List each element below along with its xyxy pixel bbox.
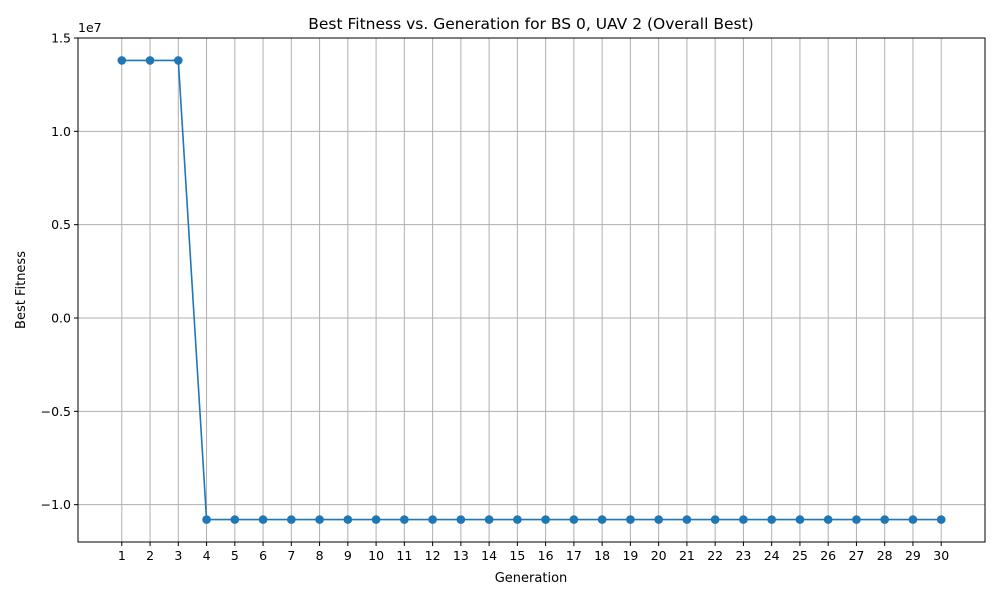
y-tick-label: 0.0 bbox=[51, 311, 71, 326]
data-point-marker bbox=[739, 515, 748, 524]
x-tick-label: 30 bbox=[933, 548, 949, 563]
data-point-marker bbox=[626, 515, 635, 524]
y-tick-label: −0.5 bbox=[41, 404, 71, 419]
data-point-marker bbox=[513, 515, 522, 524]
grid-layer bbox=[78, 37, 985, 542]
data-point-marker bbox=[823, 515, 833, 524]
data-point-marker bbox=[569, 515, 579, 524]
x-tick-label: 15 bbox=[509, 548, 525, 563]
x-tick-label: 26 bbox=[820, 548, 836, 563]
x-tick-label: 4 bbox=[203, 548, 211, 563]
x-tick-label: 8 bbox=[316, 548, 324, 563]
plot-frame bbox=[77, 37, 986, 543]
data-point-marker bbox=[880, 515, 889, 524]
data-point-marker bbox=[428, 515, 437, 524]
y-tick-label: 1.5 bbox=[51, 31, 71, 46]
x-tick-label: 16 bbox=[538, 548, 554, 563]
x-tick-label: 22 bbox=[707, 548, 723, 563]
series-line bbox=[121, 59, 942, 521]
data-point-marker bbox=[315, 515, 324, 524]
x-tick-label: 29 bbox=[905, 548, 921, 563]
x-tick-label: 27 bbox=[848, 548, 864, 563]
data-point-marker bbox=[710, 515, 720, 524]
data-point-marker bbox=[117, 56, 127, 65]
data-point-marker bbox=[202, 515, 211, 524]
x-tick-label: 10 bbox=[368, 548, 384, 563]
data-point-marker bbox=[597, 515, 607, 524]
data-point-marker bbox=[682, 515, 692, 524]
data-point-marker bbox=[145, 56, 155, 65]
x-tick-label: 24 bbox=[764, 548, 780, 563]
x-tick-label: 12 bbox=[425, 548, 441, 563]
x-tick-label: 1 bbox=[118, 548, 126, 563]
x-tick-label: 9 bbox=[344, 548, 352, 563]
data-point-marker bbox=[174, 56, 183, 65]
x-tick-label: 25 bbox=[792, 548, 808, 563]
y-tick-label: 1.0 bbox=[51, 124, 71, 139]
data-point-marker bbox=[484, 515, 494, 524]
data-point-marker bbox=[767, 515, 776, 524]
x-axis-label: Generation bbox=[495, 571, 568, 586]
x-tick-label: 13 bbox=[453, 548, 469, 563]
x-tick-label: 2 bbox=[146, 548, 154, 563]
data-point-marker bbox=[936, 515, 946, 524]
y-axis-offset-label: 1e7 bbox=[78, 20, 102, 35]
x-tick-label: 21 bbox=[679, 548, 695, 563]
data-point-marker bbox=[400, 515, 409, 524]
tick-layer: 1 2 3 4 5 6 7 8 9 10 11 12 13 14 15 16 17 18 19 20 21 22 23 24 2… bbox=[41, 31, 950, 564]
x-tick-label: 19 bbox=[622, 548, 638, 563]
x-tick-label: 14 bbox=[481, 548, 497, 563]
data-point-marker bbox=[258, 515, 268, 524]
data-point-marker bbox=[541, 515, 550, 524]
data-point-marker bbox=[852, 515, 861, 524]
data-point-marker bbox=[654, 515, 663, 524]
x-tick-label: 6 bbox=[259, 548, 267, 563]
data-point-marker bbox=[230, 515, 240, 524]
y-axis-label: Best Fitness bbox=[14, 251, 29, 329]
x-tick-label: 17 bbox=[566, 548, 582, 563]
x-tick-label: 18 bbox=[594, 548, 610, 563]
x-tick-label: 23 bbox=[735, 548, 751, 563]
y-tick-label: −1.0 bbox=[41, 497, 71, 512]
x-tick-label: 5 bbox=[231, 548, 239, 563]
x-tick-label: 3 bbox=[174, 548, 182, 563]
data-point-marker bbox=[908, 515, 918, 524]
data-point-marker bbox=[456, 515, 466, 524]
chart-title: Best Fitness vs. Generation for BS 0, UA… bbox=[308, 15, 753, 33]
x-tick-label: 7 bbox=[287, 548, 295, 563]
x-tick-label: 20 bbox=[651, 548, 667, 563]
data-point-marker bbox=[371, 515, 381, 524]
y-tick-label: 0.5 bbox=[51, 217, 71, 232]
series-layer bbox=[117, 56, 946, 524]
data-point-marker bbox=[287, 515, 296, 524]
x-tick-label: 28 bbox=[877, 548, 893, 563]
data-point-marker bbox=[343, 515, 353, 524]
x-tick-label: 11 bbox=[396, 548, 412, 563]
data-point-marker bbox=[795, 515, 805, 524]
